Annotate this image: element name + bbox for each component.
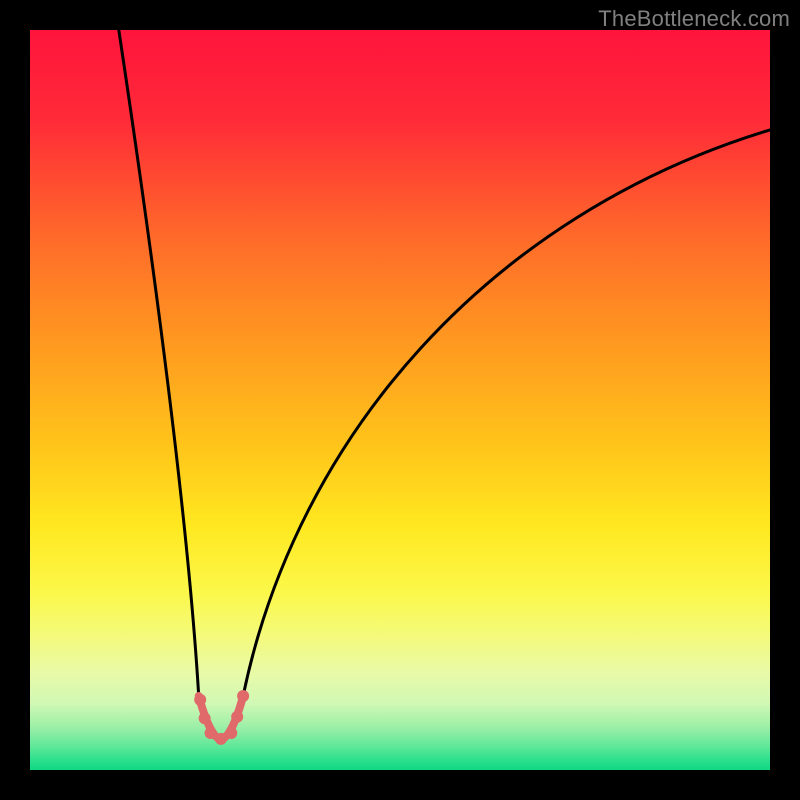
highlight-marker [194,694,206,706]
highlight-marker [225,727,237,739]
highlight-marker [215,733,227,745]
highlight-marker [205,727,217,739]
figure-root: TheBottleneck.com [0,0,800,800]
plot-background [30,30,770,770]
highlight-marker [231,711,243,723]
highlight-marker [199,712,211,724]
watermark-text: TheBottleneck.com [598,6,790,32]
bottleneck-chart [0,0,800,800]
highlight-marker [237,690,249,702]
